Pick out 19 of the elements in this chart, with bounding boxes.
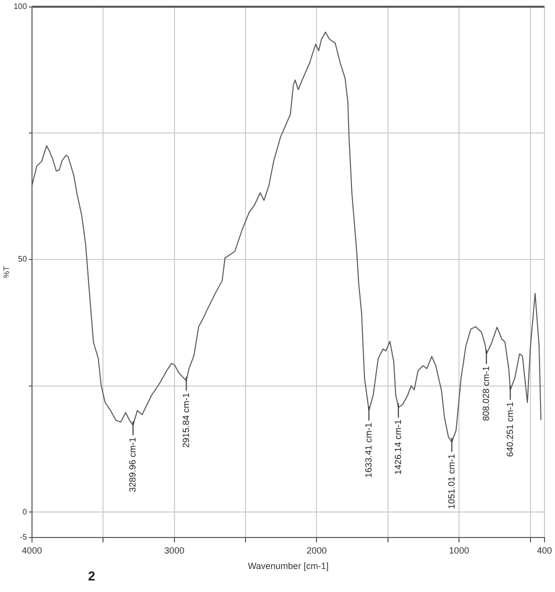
text: 2 [88, 568, 96, 584]
annotation: 1633.41 cm-1 [363, 422, 374, 478]
annotation: 1051.01 cm-1 [446, 454, 456, 509]
x-tick-label: 400 [536, 545, 552, 556]
x-tick-label: 1000 [449, 545, 470, 556]
y-tick-label: 0 [22, 507, 28, 516]
annotation: 1426.14 cm-1 [392, 420, 403, 475]
y-tick-label: 100 [14, 2, 28, 12]
x-axis-title: Wavenumber [cm-1] [248, 561, 329, 572]
annotation: 640.251 cm-1 [504, 402, 515, 457]
annotation: 3289.96 cm-1 [128, 437, 138, 492]
x-tick-label: 2000 [306, 545, 327, 556]
annotation: 2915.84 cm-1 [180, 392, 191, 448]
y-tick-label: -5 [20, 532, 28, 542]
x-tick-label: 4000 [22, 545, 42, 556]
x-tick-label: 3000 [164, 545, 184, 556]
y-tick-label: 50 [18, 254, 28, 264]
annotation: 808.028 cm-1 [480, 366, 491, 422]
y-axis-title: %T [2, 266, 12, 278]
